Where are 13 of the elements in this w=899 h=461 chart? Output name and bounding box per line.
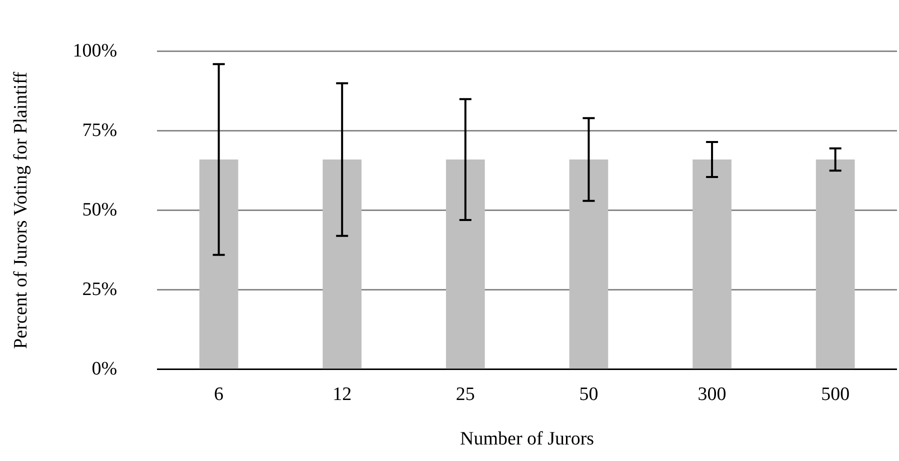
x-axis-title: Number of Jurors	[460, 428, 594, 450]
y-tick-label: 25%	[82, 278, 118, 300]
x-tick-label: 300	[698, 384, 726, 405]
y-axis-title: Percent of Jurors Voting for Plaintiff	[10, 71, 32, 349]
y-tick-label: 0%	[92, 358, 118, 380]
y-tick-label: 50%	[82, 199, 118, 220]
x-tick-label: 500	[821, 384, 850, 405]
x-tick-label: 25	[456, 384, 475, 405]
x-tick-label: 12	[332, 384, 352, 405]
y-tick-label: 75%	[82, 120, 118, 141]
y-tick-label: 100%	[72, 40, 118, 62]
x-tick-label: 50	[579, 384, 598, 405]
x-tick-label: 6	[214, 384, 224, 405]
